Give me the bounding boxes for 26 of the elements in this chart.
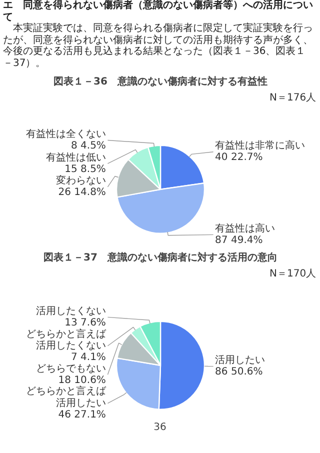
data-label: 86 50.6% [215, 366, 263, 378]
data-label: 40 22.7% [215, 152, 263, 164]
data-label: 13 7.6% [64, 317, 106, 328]
data-label: 46 27.1% [58, 409, 106, 420]
data-label: 15 8.5% [64, 164, 106, 175]
slice-label: 有益性は非常に高い [215, 140, 306, 152]
slice-label: どちらかと言えば活用したくない [26, 328, 107, 352]
text: 本実証実験では、同意を得られる傷病者に限定して実証実験を行ったが、同意を得られない傷病者に対しての活用も期待する声が多く、今後の更なる活用も見込まれる結果となった（図表１－36、図表１－37）。 [3, 23, 314, 69]
text: N＝170人 [270, 268, 316, 280]
data-label: 87 49.4% [215, 234, 263, 246]
data-label: 26 14.8% [58, 187, 106, 198]
chart-title: 図表１－36 意識のない傷病者に対する有益性 [54, 76, 268, 88]
chart-subtitle: N＝176人 [270, 92, 316, 104]
text: 36 [154, 421, 166, 435]
slice-label: どちらでもない [36, 363, 106, 374]
data-label: 8 4.5% [70, 140, 106, 152]
data-label: 18 10.6% [58, 374, 106, 386]
slice-label: どちらかと言えば活用したい [26, 385, 107, 409]
chart-title: 図表１－37 意識のない傷病者に対する活用の意向 [44, 252, 278, 264]
slice-label: 有益性は全くない [26, 128, 106, 140]
slice-label: 有益性は高い [215, 222, 276, 234]
slice-label: 変わらない [56, 174, 106, 187]
slice-label: 活用したい [215, 354, 266, 366]
slice-label: 有益性は低い [46, 151, 106, 164]
data-label: 7 4.1% [70, 352, 106, 363]
slice-label: 活用したくない [36, 304, 106, 317]
